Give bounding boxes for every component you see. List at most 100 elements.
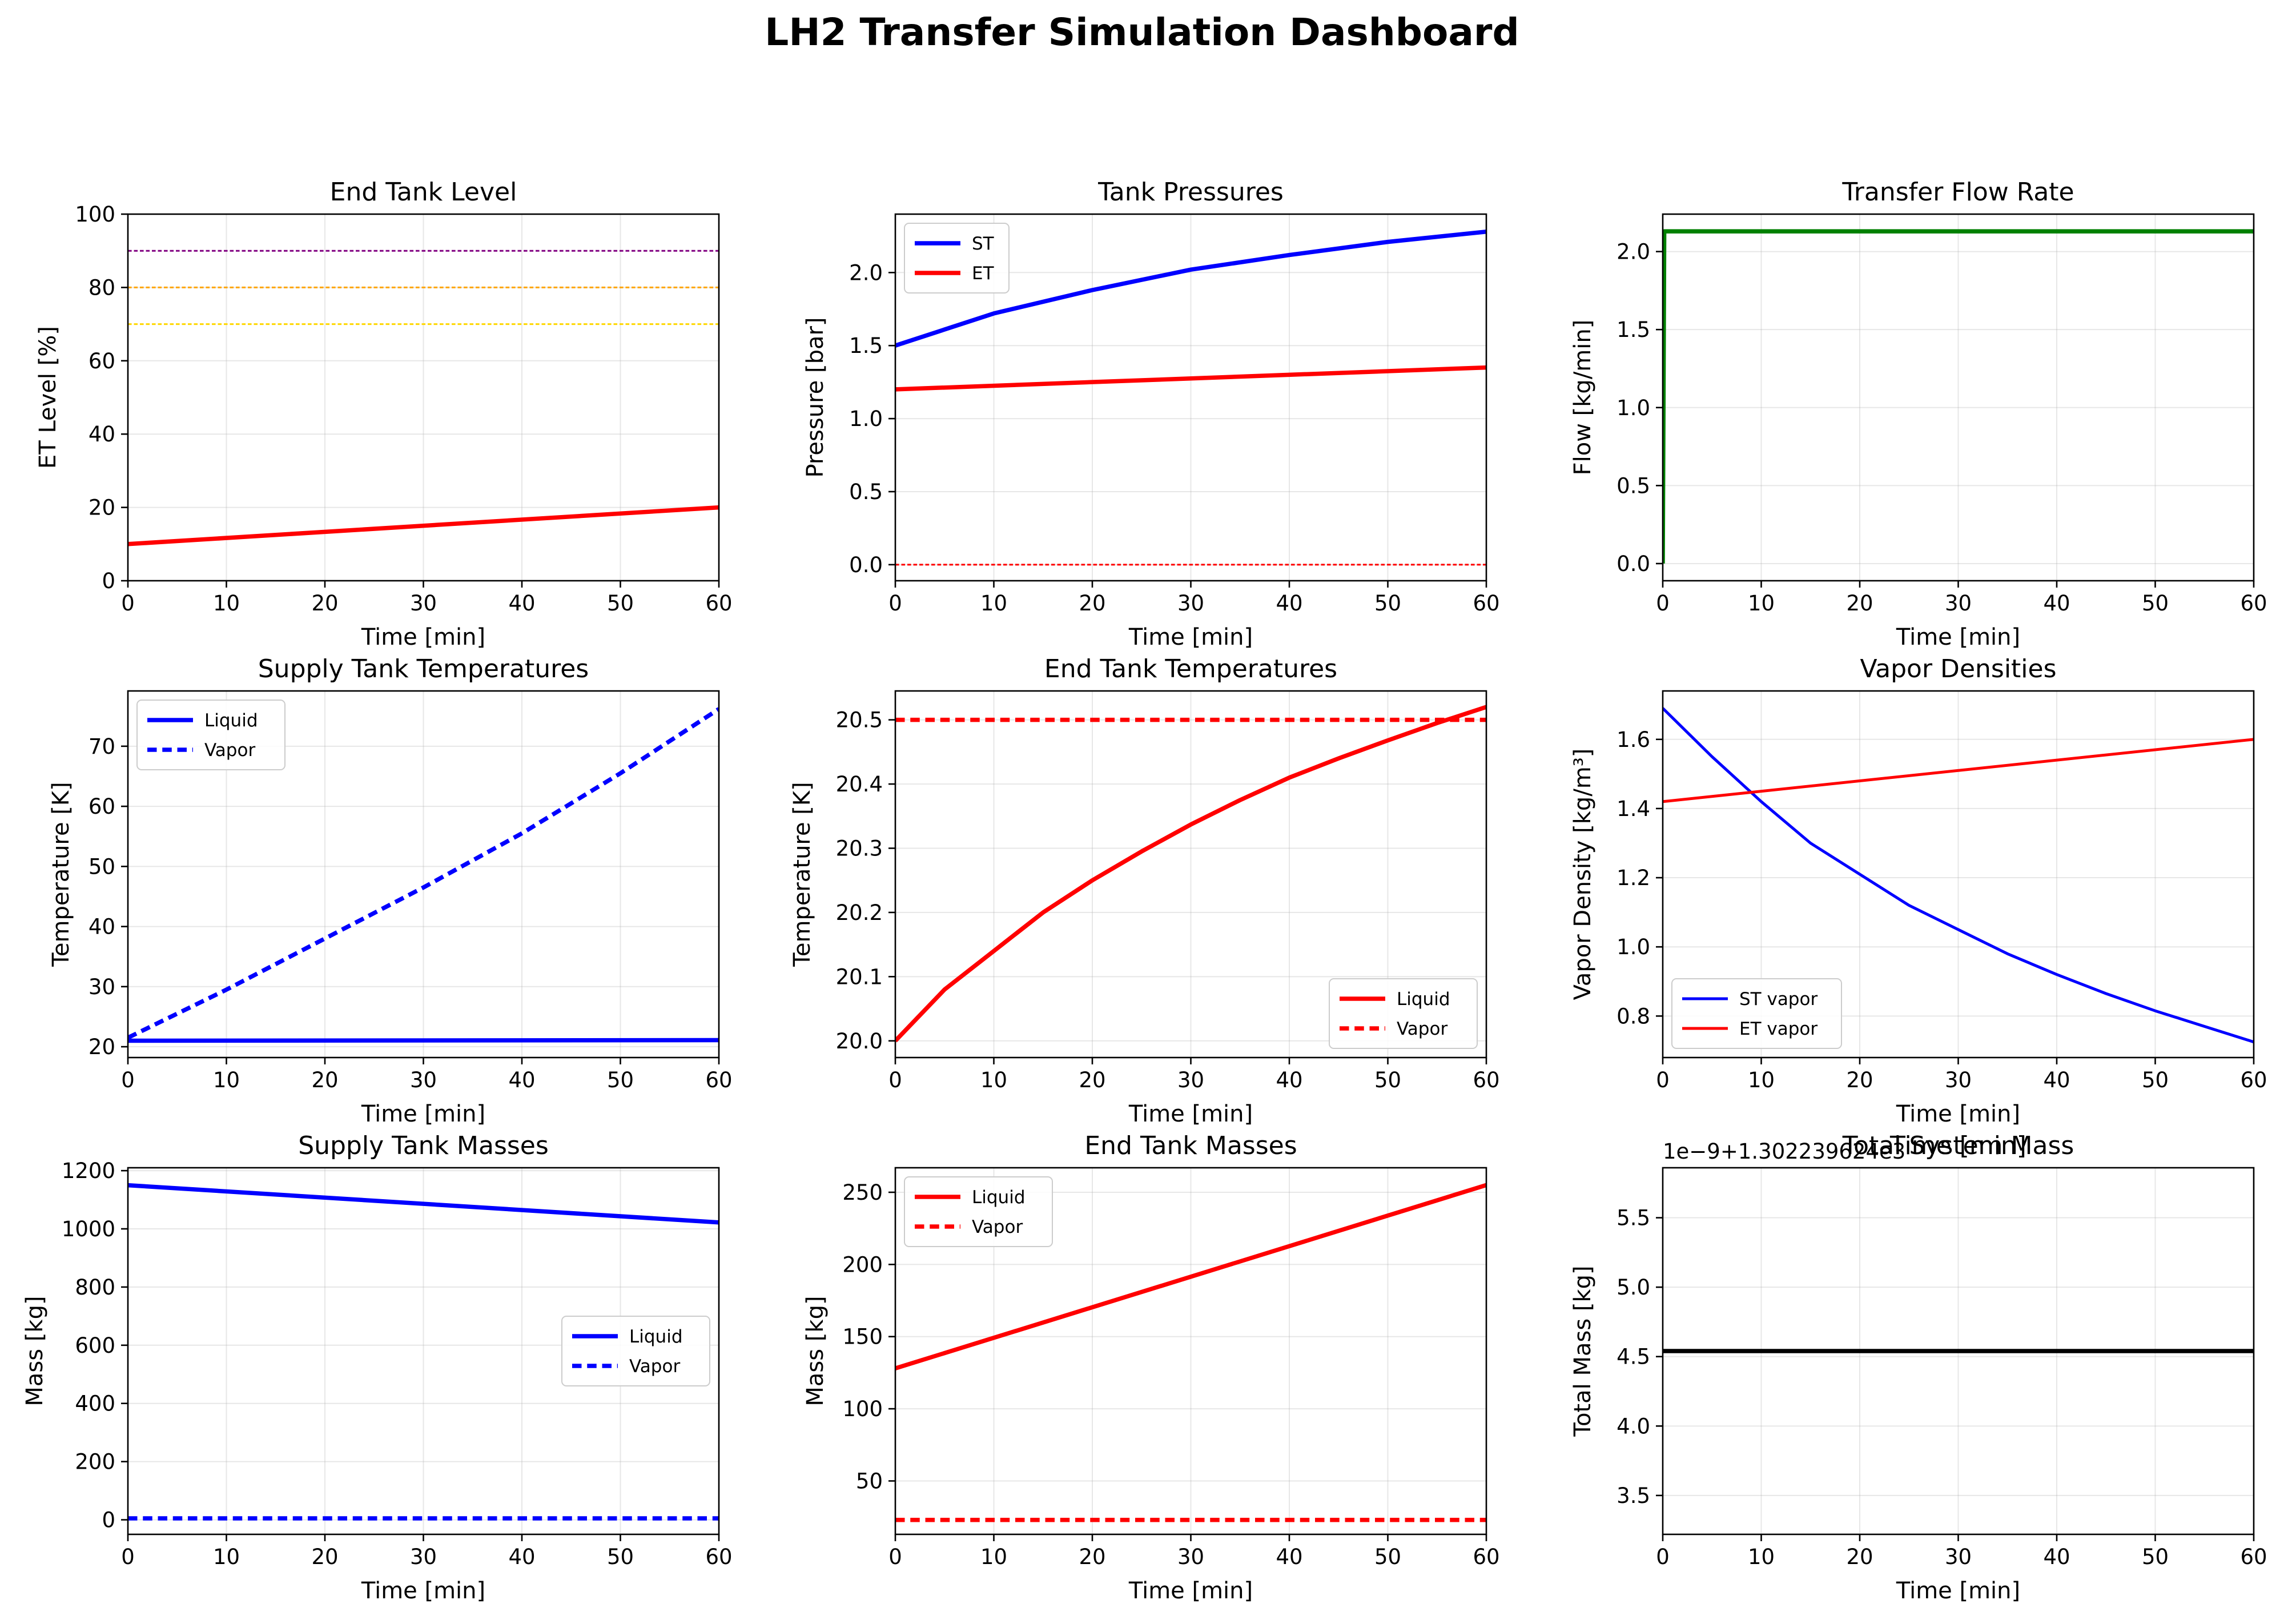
legend: ST ET <box>904 223 1010 294</box>
x-tick-label: 60 <box>2240 1068 2267 1092</box>
panel-5: 0 10 20 30 40 50 60 20.0 20.1 20.2 20.3 20.4 20.5 Tim… <box>789 654 1500 1127</box>
y-tick-label: 3.5 <box>1617 1484 1650 1508</box>
y-axis-label: ET Level [%] <box>35 326 61 469</box>
x-tick-label: 50 <box>2142 1068 2169 1092</box>
legend-label: ET vapor <box>1739 1019 1817 1039</box>
x-axis-label: Time [min] <box>361 624 485 650</box>
x-tick-label: 10 <box>213 1068 240 1092</box>
y-axis-label: Temperature [K] <box>48 782 74 967</box>
x-tick-label: 0 <box>888 591 902 616</box>
panel-4: 0 10 20 30 40 50 60 20 30 40 50 60 70 Time [min] Tempe… <box>48 654 733 1127</box>
x-tick-label: 60 <box>2240 591 2267 616</box>
y-tick-label: 100 <box>75 202 115 227</box>
x-tick-label: 30 <box>410 591 437 616</box>
x-tick-label: 40 <box>2043 1068 2070 1092</box>
y-tick-label: 250 <box>842 1180 883 1205</box>
chart-title: Supply Tank Masses <box>298 1131 549 1160</box>
y-tick-label: 60 <box>89 349 115 373</box>
x-tick-label: 20 <box>311 1545 338 1569</box>
y-tick-label: 60 <box>89 794 115 819</box>
y-tick-label: 1200 <box>62 1159 115 1183</box>
x-tick-label: 10 <box>1748 1068 1775 1092</box>
legend: Liquid Vapor <box>136 700 286 770</box>
chart-title: End Tank Level <box>330 178 517 207</box>
y-tick-label: 1.2 <box>1617 866 1650 890</box>
x-axis-label: Time [min] <box>1896 624 2020 650</box>
y-tick-label: 40 <box>89 915 115 939</box>
series-line-liquid <box>128 1183 719 1225</box>
x-tick-label: 0 <box>121 591 135 616</box>
legend-box <box>904 223 1010 294</box>
dashboard-title: LH2 Transfer Simulation Dashboard <box>765 10 1519 54</box>
x-tick-label: 20 <box>1846 1068 1873 1092</box>
legend: Liquid Vapor <box>561 1316 710 1386</box>
legend-label: ST vapor <box>1739 989 1817 1010</box>
x-tick-label: 20 <box>1079 1545 1105 1569</box>
x-tick-label: 60 <box>1473 1068 1499 1092</box>
y-tick-label: 0.0 <box>849 553 883 577</box>
x-axis-label: Time [min] <box>1128 1101 1253 1127</box>
x-tick-label: 10 <box>213 1545 240 1569</box>
panel-2: 0 10 20 30 40 50 60 0.0 0.5 1.0 1.5 2.0 Time [min] Pr… <box>802 178 1500 650</box>
y-tick-label: 100 <box>842 1397 883 1421</box>
y-tick-label: 2.0 <box>849 260 883 285</box>
legend-label: Vapor <box>204 740 255 761</box>
series-line-et <box>895 365 1486 392</box>
x-tick-label: 20 <box>1846 1545 1873 1569</box>
x-tick-label: 20 <box>1079 591 1105 616</box>
legend-label: Vapor <box>972 1217 1023 1237</box>
x-tick-label: 30 <box>1177 1068 1204 1092</box>
x-tick-label: 0 <box>121 1545 135 1569</box>
x-tick-label: 0 <box>1656 1068 1670 1092</box>
x-tick-label: 10 <box>1748 1545 1775 1569</box>
x-tick-label: 30 <box>1945 1545 1972 1569</box>
y-tick-label: 40 <box>89 422 115 447</box>
panel-6: 0 10 20 30 40 50 60 0.8 1.0 1.2 1.4 1.6 Time [min] Va… <box>1570 654 2267 1127</box>
legend-label: Liquid <box>629 1326 683 1347</box>
y-tick-label: 0.0 <box>1617 552 1650 576</box>
x-tick-label: 60 <box>705 1068 732 1092</box>
x-tick-label: 60 <box>705 1545 732 1569</box>
x-tick-label: 10 <box>1748 591 1775 616</box>
legend: Liquid Vapor <box>904 1176 1053 1247</box>
legend-label: Liquid <box>972 1187 1026 1208</box>
legend-box <box>136 700 286 770</box>
x-tick-label: 40 <box>1276 1068 1302 1092</box>
panel-8: 0 10 20 30 40 50 60 50 100 150 200 250 Time [min] Mas… <box>802 1131 1500 1604</box>
y-axis-label: Flow [kg/min] <box>1570 320 1596 476</box>
y-tick-label: 1.0 <box>1617 396 1650 420</box>
legend-label: Liquid <box>204 710 258 731</box>
x-tick-label: 0 <box>888 1068 902 1092</box>
y-axis-label: Mass [kg] <box>22 1296 48 1406</box>
x-tick-label: 30 <box>1945 591 1972 616</box>
chart-title: End Tank Temperatures <box>1044 654 1337 684</box>
x-tick-label: 40 <box>1276 1545 1302 1569</box>
x-tick-label: 50 <box>607 1545 634 1569</box>
x-tick-label: 0 <box>1656 1545 1670 1569</box>
y-tick-label: 0.5 <box>1617 473 1650 498</box>
y-tick-label: 0 <box>102 569 115 593</box>
x-tick-label: 40 <box>2043 1545 2070 1569</box>
x-tick-label: 50 <box>1374 1545 1401 1569</box>
y-tick-label: 1.5 <box>849 333 883 358</box>
x-tick-label: 50 <box>1374 591 1401 616</box>
x-axis-label: Time [min] <box>361 1101 485 1127</box>
y-tick-label: 1.5 <box>1617 317 1650 342</box>
legend-label: Vapor <box>629 1356 680 1377</box>
y-tick-label: 150 <box>842 1325 883 1349</box>
x-tick-label: 20 <box>311 591 338 616</box>
legend: Liquid Vapor <box>1329 978 1478 1049</box>
x-tick-label: 0 <box>888 1545 902 1569</box>
y-tick-label: 80 <box>89 275 115 300</box>
legend-label: ET <box>972 263 995 284</box>
x-tick-label: 30 <box>1177 1545 1204 1569</box>
x-tick-label: 50 <box>607 1068 634 1092</box>
series-line-ref-0 <box>128 505 719 546</box>
axis-offset-text: 1e−9+1.302239624e3 <box>1663 1139 1905 1164</box>
y-axis-label: Mass [kg] <box>802 1296 829 1406</box>
x-tick-label: 50 <box>607 591 634 616</box>
x-tick-label: 0 <box>121 1068 135 1092</box>
x-axis-label: Time [min] <box>1896 1578 2020 1604</box>
x-tick-label: 30 <box>1945 1068 1972 1092</box>
